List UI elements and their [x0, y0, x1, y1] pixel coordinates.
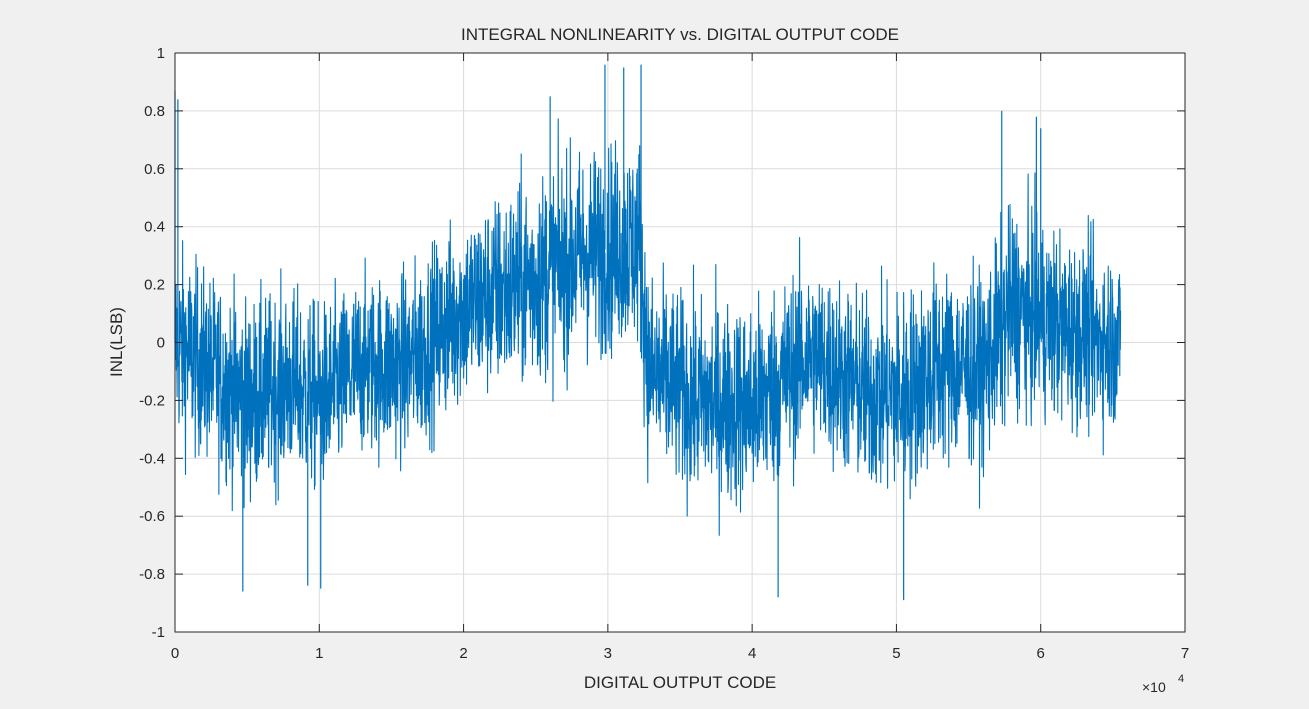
y-tick-labels: -1 -0.8 -0.6 -0.4 -0.2 0 0.2 0.4 0.6 0.8 1 — [139, 45, 165, 641]
x-tick-label: 7 — [1181, 645, 1189, 662]
chart-title: INTEGRAL NONLINEARITY vs. DIGITAL OUTPUT… — [461, 25, 899, 44]
y-tick-label: -1 — [152, 624, 165, 641]
x-axis-label: DIGITAL OUTPUT CODE — [584, 673, 776, 692]
x-tick-label: 6 — [1037, 645, 1045, 662]
y-tick-label: 0 — [157, 335, 165, 352]
y-tick-label: 1 — [157, 45, 165, 62]
y-tick-label: -0.8 — [139, 566, 165, 583]
x-exponent-power: 4 — [1178, 673, 1184, 685]
y-tick-label: 0.2 — [144, 277, 165, 294]
x-tick-labels: 0 1 2 3 4 5 6 7 — [171, 645, 1189, 662]
y-tick-label: 0.8 — [144, 103, 165, 120]
x-tick-label: 0 — [171, 645, 179, 662]
x-tick-label: 4 — [748, 645, 756, 662]
x-exponent-label: ×10 4 — [1142, 673, 1184, 695]
y-tick-label: -0.6 — [139, 508, 165, 525]
y-tick-label: -0.4 — [139, 450, 165, 467]
x-tick-label: 1 — [315, 645, 323, 662]
x-tick-label: 2 — [459, 645, 467, 662]
y-tick-label: -0.2 — [139, 392, 165, 409]
y-tick-label: 0.4 — [144, 219, 165, 236]
x-exponent-base: ×10 — [1142, 679, 1166, 695]
x-tick-label: 5 — [892, 645, 900, 662]
y-tick-label: 0.6 — [144, 161, 165, 178]
y-axis-label: INL(LSB) — [107, 307, 126, 377]
x-tick-label: 3 — [604, 645, 612, 662]
inl-line — [174, 118, 1122, 536]
axis-ticks — [174, 52, 1186, 633]
